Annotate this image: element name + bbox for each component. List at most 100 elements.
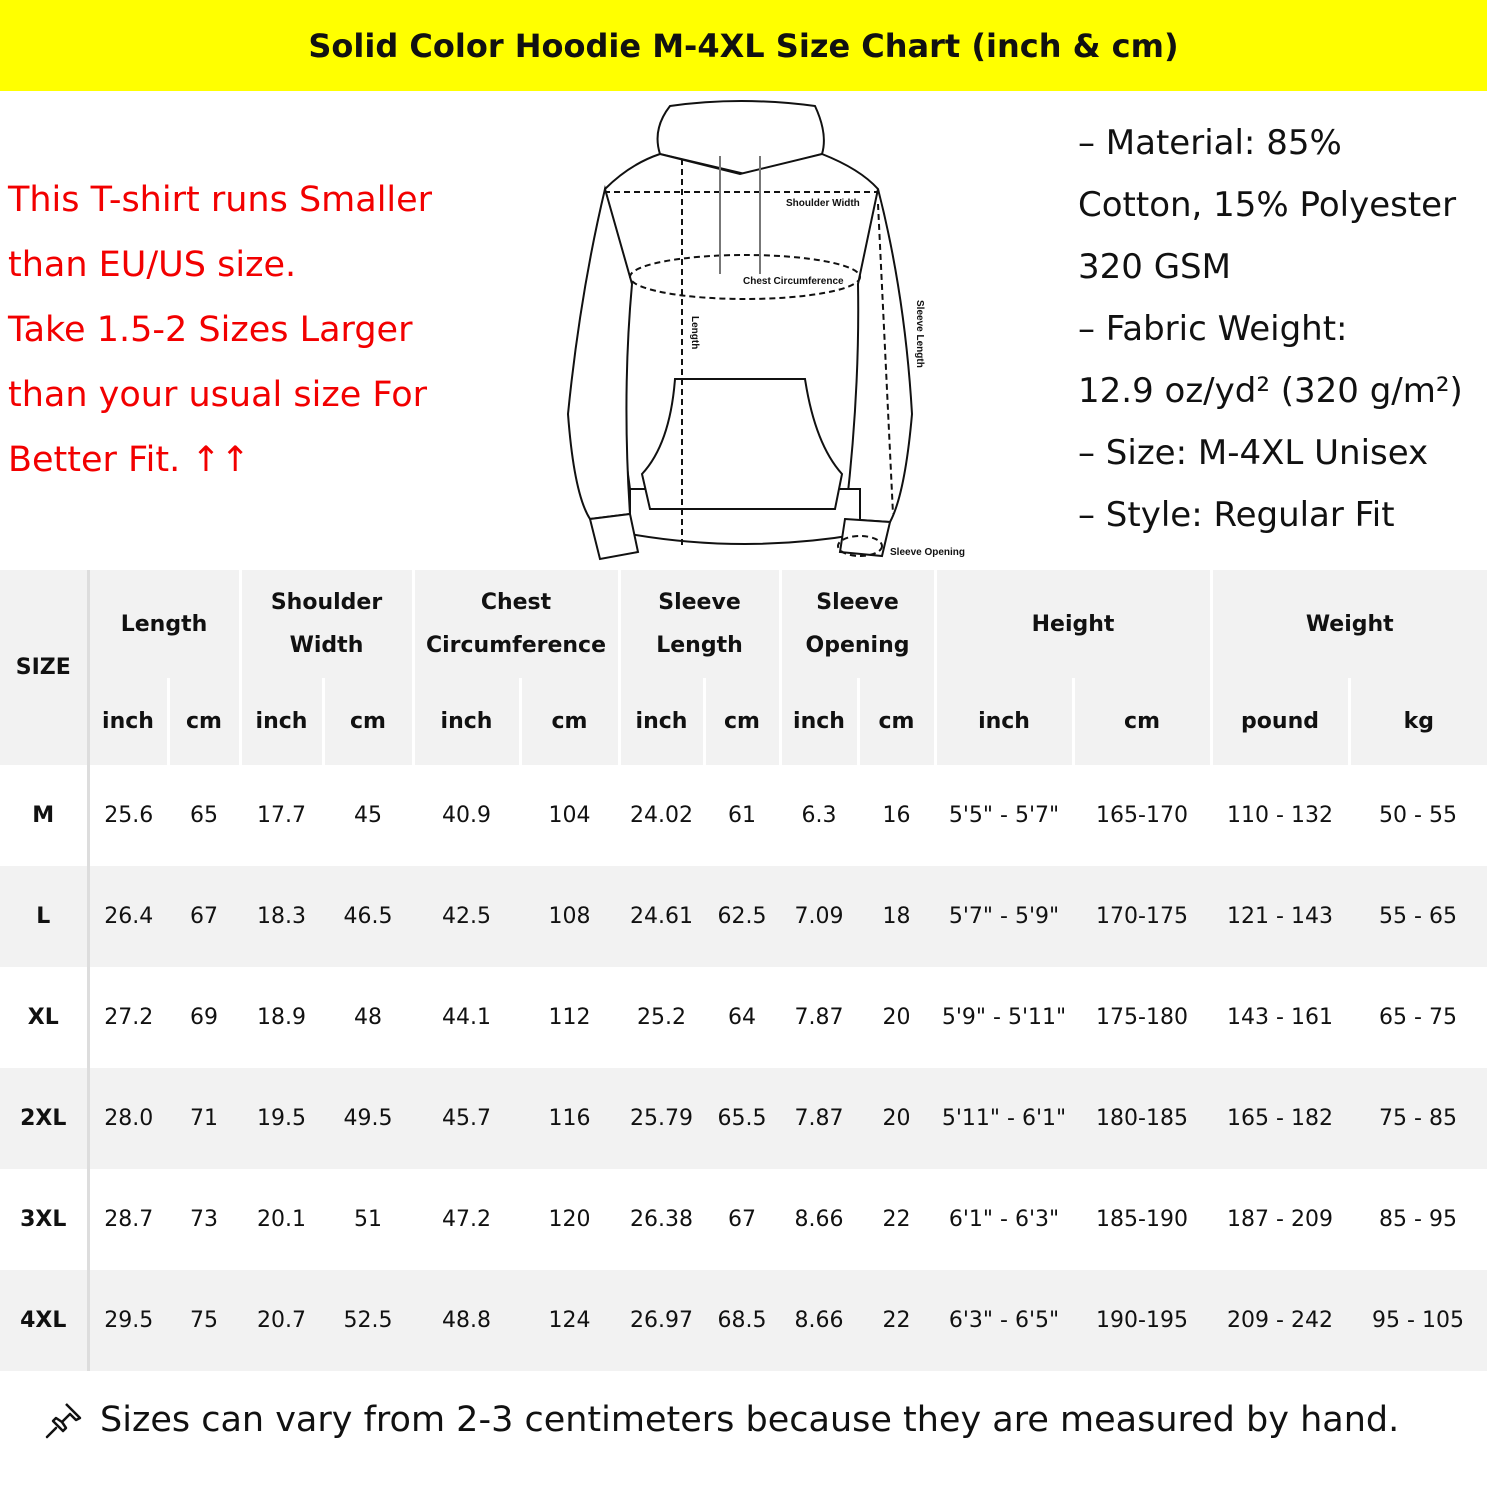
table-row: L 26.4 67 18.3 46.5 42.5 108 24.61 62.5 7.09 18 5'7…	[0, 866, 1487, 967]
table-cell: 71	[168, 1068, 240, 1169]
table-cell: 26.4	[88, 866, 168, 967]
product-specs: – Material: 85% Cotton, 15% Polyester 32…	[1078, 112, 1463, 546]
table-cell: 40.9	[442, 803, 491, 828]
table-row: XL 27.2 69 18.9 48 44.1 112 25.2 64 7.87 20 5'9" - …	[0, 967, 1487, 1068]
table-cell: 62.5	[704, 866, 780, 967]
table-cell: 68.5	[704, 1270, 780, 1371]
fit-warning: This T-shirt runs Smaller than EU/US siz…	[8, 168, 528, 493]
table-cell: 42.5	[413, 866, 520, 967]
unit-header: cm	[856, 678, 936, 765]
table-cell: 26.38	[630, 1207, 693, 1232]
table-cell: 73	[190, 1207, 218, 1232]
table-cell: 20	[858, 1068, 936, 1169]
table-cell: 48	[354, 1005, 382, 1030]
unit-header: inch	[411, 678, 520, 765]
table-cell: 18.9	[257, 1005, 306, 1030]
label-shoulder-width: Shoulder Width	[786, 198, 860, 209]
table-row: 2XL 28.0 71 19.5 49.5 45.7 116 25.79 65.5 7.87 20 5…	[0, 1068, 1487, 1169]
table-cell: 75 - 85	[1349, 1068, 1487, 1169]
table-cell: 69	[190, 1005, 218, 1030]
table-cell: 65 - 75	[1379, 1005, 1457, 1030]
pushpin-icon	[45, 1403, 82, 1439]
table-cell: 5'5" - 5'7"	[948, 803, 1060, 828]
table-cell: 18	[858, 866, 936, 967]
table-cell: 124	[520, 1270, 619, 1371]
table-cell: 121 - 143	[1211, 866, 1350, 967]
table-cell: 18.3	[240, 866, 323, 967]
table-row: M 25.6 65 17.7 45 40.9 104 24.02 61 6.3 16 5'5" - 5…	[0, 765, 1487, 866]
table-cell: 46.5	[323, 866, 413, 967]
table-cell: 7.09	[780, 866, 858, 967]
column-group-header: Chest Circumference	[411, 570, 619, 678]
table-cell: 22	[882, 1207, 911, 1232]
table-cell: 175-180	[1096, 1005, 1188, 1030]
group-label: Height	[1031, 611, 1115, 637]
unit-header: inch	[86, 678, 168, 765]
size-cell: L	[0, 866, 90, 967]
spec-line: 12.9 oz/yd² (320 g/m²)	[1078, 371, 1463, 411]
warning-line: Take 1.5-2 Sizes Larger	[8, 310, 413, 350]
table-cell: 26.97	[619, 1270, 704, 1371]
table-cell: 61	[728, 803, 756, 828]
chart-title: Solid Color Hoodie M-4XL Size Chart (inc…	[0, 0, 1487, 91]
table-cell: 5'9" - 5'11"	[941, 1005, 1067, 1030]
table-cell: 104	[548, 803, 591, 828]
size-cell: 2XL	[0, 1068, 90, 1169]
unit-header: cm	[321, 678, 413, 765]
size-header: SIZE	[0, 570, 90, 765]
table-row: 3XL 28.7 73 20.1 51 47.2 120 26.38 67 8.66 22 6'1" …	[0, 1169, 1487, 1270]
table-cell: 65	[190, 803, 218, 828]
table-cell: 7.87	[780, 1068, 858, 1169]
table-row: 4XL 29.5 75 20.7 52.5 48.8 124 26.97 68.5 8.66 22 6…	[0, 1270, 1487, 1371]
column-group-header: Height	[933, 570, 1212, 678]
table-cell: 28.7	[104, 1207, 154, 1232]
group-label: Length	[656, 633, 743, 658]
unit-header: cm	[166, 678, 240, 765]
table-cell: 24.02	[630, 803, 693, 828]
table-cell: 143 - 161	[1227, 1005, 1333, 1030]
group-label: Shoulder	[270, 590, 383, 615]
hoodie-right-sleeve	[843, 188, 914, 524]
size-cell: M	[0, 765, 90, 866]
table-cell: 44.1	[442, 1005, 491, 1030]
spec-line: – Size: M-4XL Unisex	[1078, 433, 1429, 473]
hoodie-right-cuff	[838, 517, 892, 558]
table-cell: 67	[728, 1207, 756, 1232]
table-cell: 29.5	[88, 1270, 168, 1371]
table-cell: 112	[548, 1005, 591, 1030]
table-cell: 20.1	[257, 1207, 306, 1232]
table-cell: 5'11" - 6'1"	[935, 1068, 1074, 1169]
unit-header: kg	[1347, 678, 1487, 765]
column-group-header: Weight	[1209, 570, 1487, 678]
table-cell: 209 - 242	[1211, 1270, 1350, 1371]
group-label: Opening	[805, 633, 910, 658]
table-cell: 116	[520, 1068, 619, 1169]
unit-header: inch	[238, 678, 323, 765]
size-table: SIZE Length Shoulder Width Chest Circumferen…	[0, 570, 1487, 1371]
column-group-header: Sleeve Length	[617, 570, 780, 678]
table-cell: 8.66	[780, 1270, 858, 1371]
table-cell: 165-170	[1096, 803, 1188, 828]
unit-header: cm	[518, 678, 619, 765]
warning-line: than EU/US size.	[8, 245, 297, 285]
size-cell: 3XL	[0, 1169, 90, 1270]
table-cell: 187 - 209	[1227, 1207, 1333, 1232]
spec-line: – Style: Regular Fit	[1078, 495, 1395, 535]
label-length: Length	[689, 316, 700, 349]
table-cell: 45	[354, 803, 382, 828]
unit-header: inch	[778, 678, 858, 765]
table-cell: 190-195	[1073, 1270, 1212, 1371]
hoodie-pocket	[640, 378, 844, 510]
hoodie-hood	[656, 100, 825, 176]
size-cell: XL	[0, 967, 90, 1068]
column-group-header: Length	[86, 570, 240, 678]
table-cell: 28.0	[88, 1068, 168, 1169]
table-cell: 67	[168, 866, 240, 967]
table-cell: 45.7	[413, 1068, 520, 1169]
warning-line: This T-shirt runs Smaller	[8, 180, 433, 220]
table-cell: 25.79	[619, 1068, 704, 1169]
footer-note: Sizes can vary from 2-3 centimeters beca…	[44, 1400, 1399, 1440]
hoodie-left-cuff	[588, 512, 640, 561]
spec-line: 320 GSM	[1078, 247, 1231, 287]
unit-header: cm	[1071, 678, 1212, 765]
